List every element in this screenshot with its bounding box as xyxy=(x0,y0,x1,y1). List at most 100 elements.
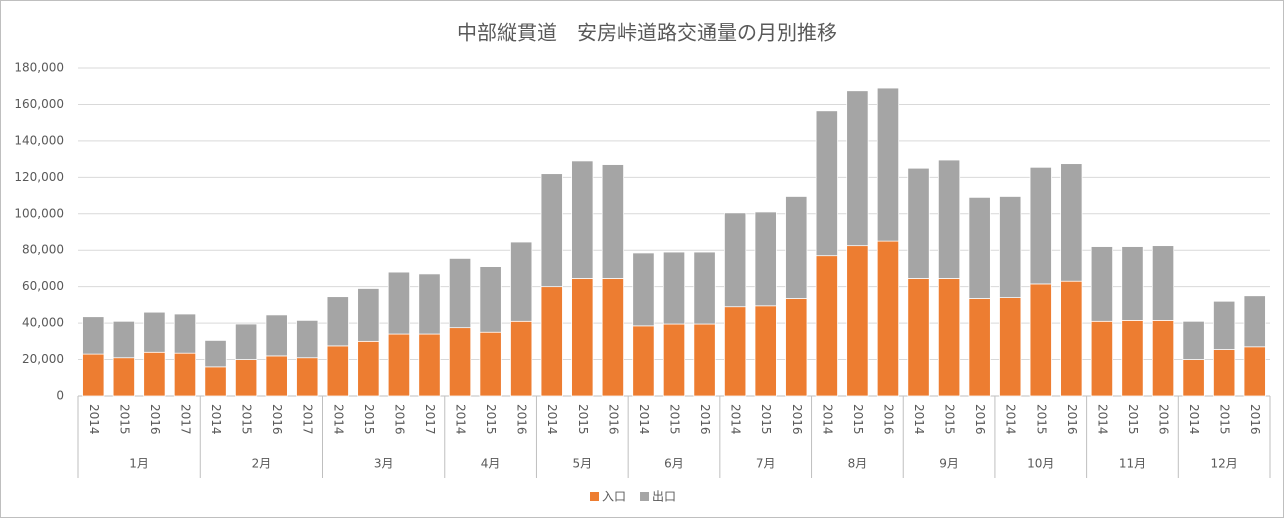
x-tick-label: 2014 xyxy=(209,404,223,435)
legend-swatch xyxy=(640,492,650,501)
group-label: 12月 xyxy=(1211,457,1238,471)
bar-segment xyxy=(968,197,991,299)
bar-segment xyxy=(1213,300,1236,350)
bar-segment xyxy=(876,87,900,242)
bar-segment xyxy=(479,266,502,333)
bar-segment xyxy=(876,240,900,397)
x-tick-label: 2015 xyxy=(576,404,590,435)
bar-segment xyxy=(82,353,105,397)
y-tick-label: 60,000 xyxy=(22,279,64,293)
bar-segment xyxy=(357,340,380,397)
bar-segment xyxy=(418,333,441,397)
bar-segment xyxy=(448,327,472,397)
x-tick-label: 2016 xyxy=(515,404,529,435)
bar-segment xyxy=(632,252,655,327)
x-tick-label: 2016 xyxy=(881,404,895,435)
bar-segment xyxy=(938,159,961,279)
x-tick-label: 2015 xyxy=(240,404,254,435)
bar-segment xyxy=(112,320,135,359)
y-tick-label: 0 xyxy=(56,389,64,403)
legend-label: 入口 xyxy=(602,490,626,504)
x-tick-label: 2014 xyxy=(545,404,559,435)
bar-segment xyxy=(1121,246,1144,321)
x-tick-label: 2016 xyxy=(1157,404,1171,435)
group-label: 9月 xyxy=(939,457,959,471)
bar-segment xyxy=(479,331,502,397)
bar-segment xyxy=(907,278,930,397)
bar-segment xyxy=(204,340,227,368)
x-tick-label: 2015 xyxy=(484,404,498,435)
bar-segment xyxy=(143,311,166,353)
group-label: 10月 xyxy=(1027,457,1054,471)
bar-segment xyxy=(1090,320,1113,397)
bar-segment xyxy=(1243,295,1266,348)
bar-segment xyxy=(448,258,472,329)
bar-segment xyxy=(968,298,991,397)
x-tick-label: 2014 xyxy=(637,404,651,435)
x-tick-label: 2015 xyxy=(1218,404,1232,435)
y-tick-label: 40,000 xyxy=(22,316,64,330)
y-tick-label: 20,000 xyxy=(22,352,64,366)
bar-segment xyxy=(387,271,410,335)
legend-label: 出口 xyxy=(652,490,676,504)
bar-segment xyxy=(1090,246,1113,322)
x-tick-label: 2016 xyxy=(606,404,620,435)
bar-segment xyxy=(907,167,930,279)
bar-segment xyxy=(662,251,686,325)
x-tick-label: 2014 xyxy=(729,404,743,435)
bar-segment xyxy=(235,359,258,397)
x-tick-label: 2016 xyxy=(1065,404,1079,435)
x-tick-label: 2016 xyxy=(270,404,284,435)
bar-segment xyxy=(1243,346,1266,397)
x-tick-label: 2017 xyxy=(178,404,192,435)
bar-segment xyxy=(1029,166,1052,285)
x-tick-label: 2014 xyxy=(454,404,468,435)
legend-swatch xyxy=(590,492,599,501)
group-label: 11月 xyxy=(1119,457,1146,471)
bar-segment xyxy=(173,352,197,397)
y-tick-label: 100,000 xyxy=(14,206,64,220)
bar-segment xyxy=(1060,280,1083,397)
x-tick-label: 2016 xyxy=(148,404,162,435)
x-tick-label: 2016 xyxy=(1248,404,1262,435)
x-tick-label: 2016 xyxy=(392,404,406,435)
bar-segment xyxy=(785,298,808,397)
x-tick-label: 2014 xyxy=(912,404,926,435)
bar-segment xyxy=(1151,320,1175,397)
bar-segment xyxy=(1151,245,1175,321)
bar-segment xyxy=(418,273,441,335)
bar-segment xyxy=(296,320,319,359)
bar-segment xyxy=(1029,283,1052,397)
bar-segment xyxy=(754,305,777,397)
x-tick-label: 2015 xyxy=(668,404,682,435)
bar-segment xyxy=(326,296,349,347)
x-tick-label: 2015 xyxy=(943,404,957,435)
y-tick-label: 120,000 xyxy=(14,170,64,184)
x-tick-label: 2015 xyxy=(759,404,773,435)
bar-segment xyxy=(357,288,380,342)
bar-segment xyxy=(846,90,869,247)
bar-segment xyxy=(265,355,288,397)
x-tick-label: 2016 xyxy=(698,404,712,435)
bar-segment xyxy=(510,320,533,397)
bar-segment xyxy=(724,306,747,397)
bar-segment xyxy=(387,333,410,397)
x-tick-label: 2016 xyxy=(973,404,987,435)
x-tick-label: 2017 xyxy=(423,404,437,435)
group-label: 4月 xyxy=(481,457,501,471)
x-tick-label: 2014 xyxy=(820,404,834,435)
bar-segment xyxy=(326,345,349,397)
bar-segment xyxy=(693,251,716,325)
x-tick-label: 2014 xyxy=(1187,404,1201,435)
bar-segment xyxy=(204,366,227,397)
x-tick-label: 2017 xyxy=(301,404,315,435)
bar-segment xyxy=(1182,320,1205,360)
bar-segment xyxy=(999,297,1022,397)
bar-segment xyxy=(938,278,961,397)
bar-segment xyxy=(540,286,563,397)
bar-segment xyxy=(143,351,166,397)
bar-segment xyxy=(815,110,838,257)
bar-segment xyxy=(82,316,105,355)
x-tick-label: 2014 xyxy=(1095,404,1109,435)
